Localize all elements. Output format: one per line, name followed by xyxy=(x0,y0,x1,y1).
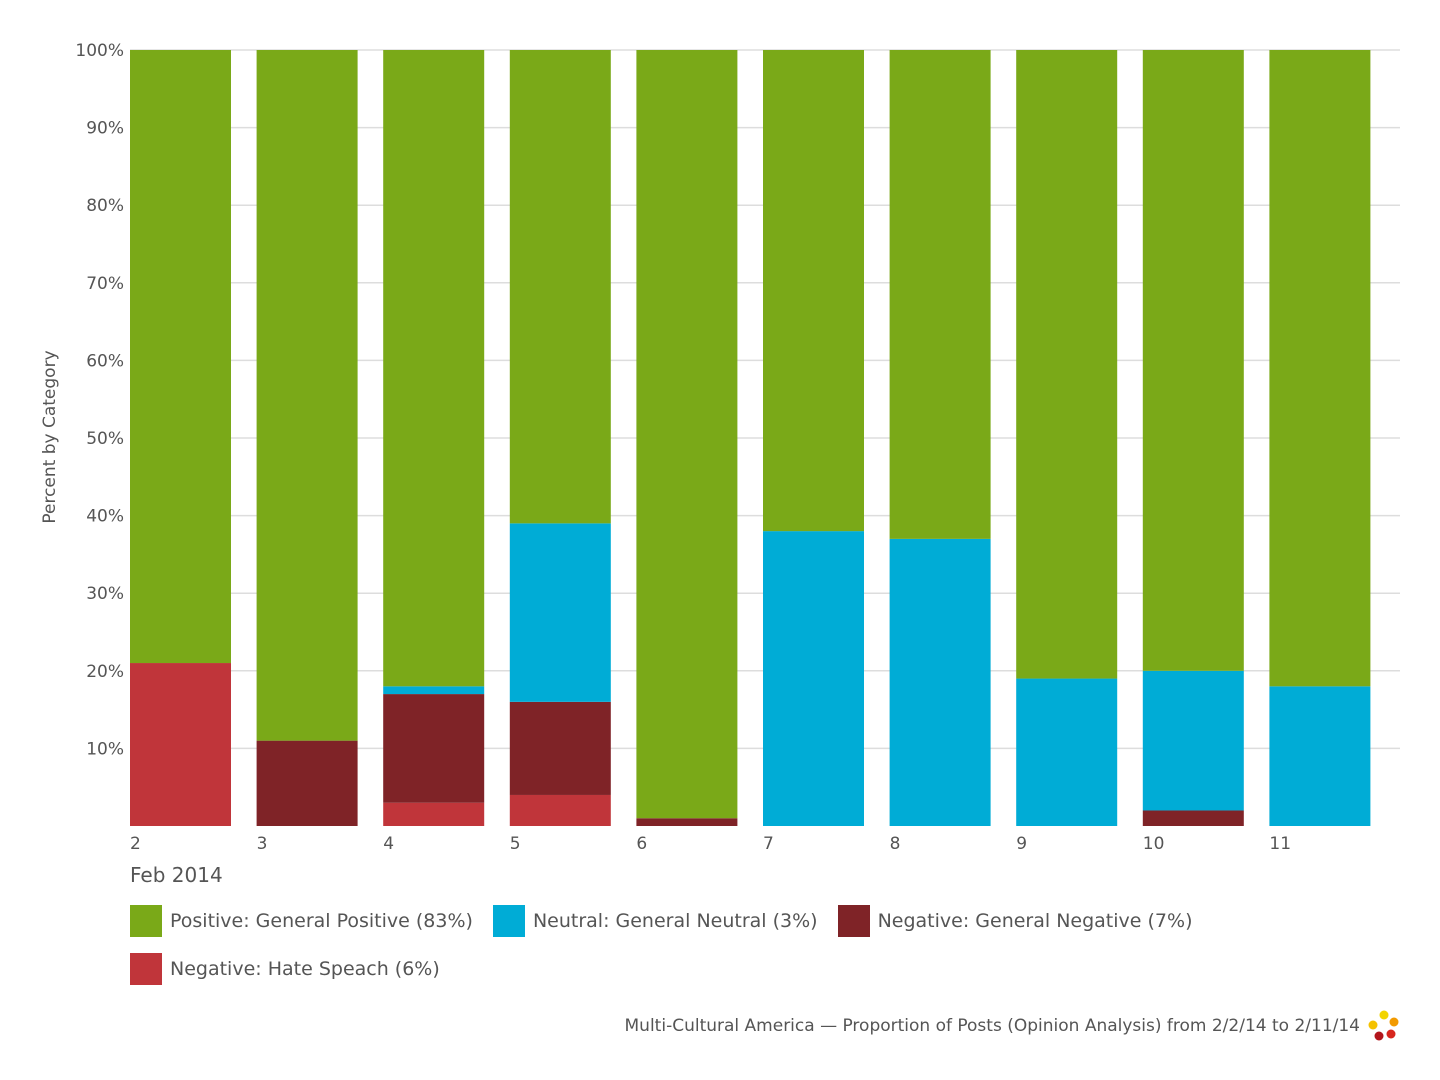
footer-caption: Multi-Cultural America — Proportion of P… xyxy=(624,1016,1360,1036)
x-tick-label: 8 xyxy=(890,834,901,854)
bar-segment xyxy=(636,50,738,819)
bar-segment xyxy=(763,531,864,826)
y-tick-label: 30% xyxy=(86,584,124,604)
y-tick-label: 90% xyxy=(86,119,124,139)
legend-item: Positive: General Positive (83%) xyxy=(130,905,473,937)
y-tick-label: 10% xyxy=(86,739,124,759)
legend-swatch xyxy=(130,953,162,985)
y-tick-label: 50% xyxy=(86,429,124,449)
x-tick-label: 7 xyxy=(763,834,774,854)
x-tick-label: 4 xyxy=(383,834,394,854)
legend-label: Positive: General Positive (83%) xyxy=(170,910,473,932)
bar-segment xyxy=(509,701,611,795)
x-tick-label: 9 xyxy=(1016,834,1027,854)
bar-segment xyxy=(256,50,358,741)
bar-segment xyxy=(1269,50,1371,687)
bar-segment xyxy=(130,663,231,826)
chart-footer: Multi-Cultural America — Proportion of P… xyxy=(625,1010,1400,1042)
legend-swatch xyxy=(130,905,162,937)
legend-row: Negative: Hate Speach (6%) xyxy=(130,952,1330,986)
legend-item: Neutral: General Neutral (3%) xyxy=(492,905,818,937)
bar-segment xyxy=(383,50,485,687)
stacked-bar-chart: 10% 20% 30% 40% 50% 60% 70% 80% 90% 100% 2 3 4 5 6 7 8 9… xyxy=(40,41,1400,887)
y-tick-label: 60% xyxy=(86,351,124,371)
legend-item: Negative: General Negative (7%) xyxy=(837,905,1193,937)
y-tick-label: 80% xyxy=(86,196,124,216)
bar-segment xyxy=(1142,50,1244,671)
bar-segment xyxy=(130,50,231,664)
y-axis-tick-labels: 10% 20% 30% 40% 50% 60% 70% 80% 90% 100% xyxy=(75,41,124,759)
bar-segment xyxy=(509,794,611,826)
legend-swatch xyxy=(492,905,525,937)
x-axis-period-label: Feb 2014 xyxy=(130,863,223,887)
y-tick-label: 70% xyxy=(86,274,124,294)
bar-segment xyxy=(1142,670,1244,811)
bar-segment xyxy=(889,538,991,826)
legend-label: Neutral: General Neutral (3%) xyxy=(532,910,818,932)
chart-legend: Positive: General Positive (83%) Neutral:… xyxy=(130,904,1330,1000)
flower-dots-logo-icon xyxy=(1368,1010,1399,1041)
x-tick-label: 11 xyxy=(1269,834,1291,854)
legend-label: Negative: Hate Speach (6%) xyxy=(170,958,440,980)
legend-item: Negative: Hate Speach (6%) xyxy=(130,953,440,985)
bars xyxy=(130,50,1371,826)
bar-segment xyxy=(383,694,485,803)
x-tick-label: 10 xyxy=(1143,834,1165,854)
x-tick-label: 6 xyxy=(636,834,647,854)
bar-segment xyxy=(1269,686,1371,826)
x-tick-label: 3 xyxy=(257,834,268,854)
x-tick-label: 2 xyxy=(130,834,141,854)
x-axis-tick-labels: 2 3 4 5 6 7 8 9 10 11 xyxy=(130,834,1291,854)
bar-segment xyxy=(1016,50,1118,679)
bar-segment xyxy=(383,686,485,695)
y-tick-label: 20% xyxy=(86,662,124,682)
y-tick-label: 100% xyxy=(75,41,124,61)
bar-segment xyxy=(636,818,738,826)
legend-row: Positive: General Positive (83%) Neutral:… xyxy=(130,904,1330,938)
bar-segment xyxy=(256,740,358,826)
bar-segment xyxy=(889,50,991,539)
bar-segment xyxy=(383,802,485,826)
y-axis-title: Percent by Category xyxy=(40,350,60,523)
bar-segment xyxy=(509,523,611,702)
y-tick-label: 40% xyxy=(86,507,124,527)
bar-segment xyxy=(509,50,611,524)
x-tick-label: 5 xyxy=(510,834,521,854)
bar-segment xyxy=(1142,810,1244,826)
legend-label: Negative: General Negative (7%) xyxy=(877,910,1193,932)
legend-swatch xyxy=(837,905,870,937)
bar-segment xyxy=(763,50,864,532)
bar-segment xyxy=(1016,678,1118,826)
